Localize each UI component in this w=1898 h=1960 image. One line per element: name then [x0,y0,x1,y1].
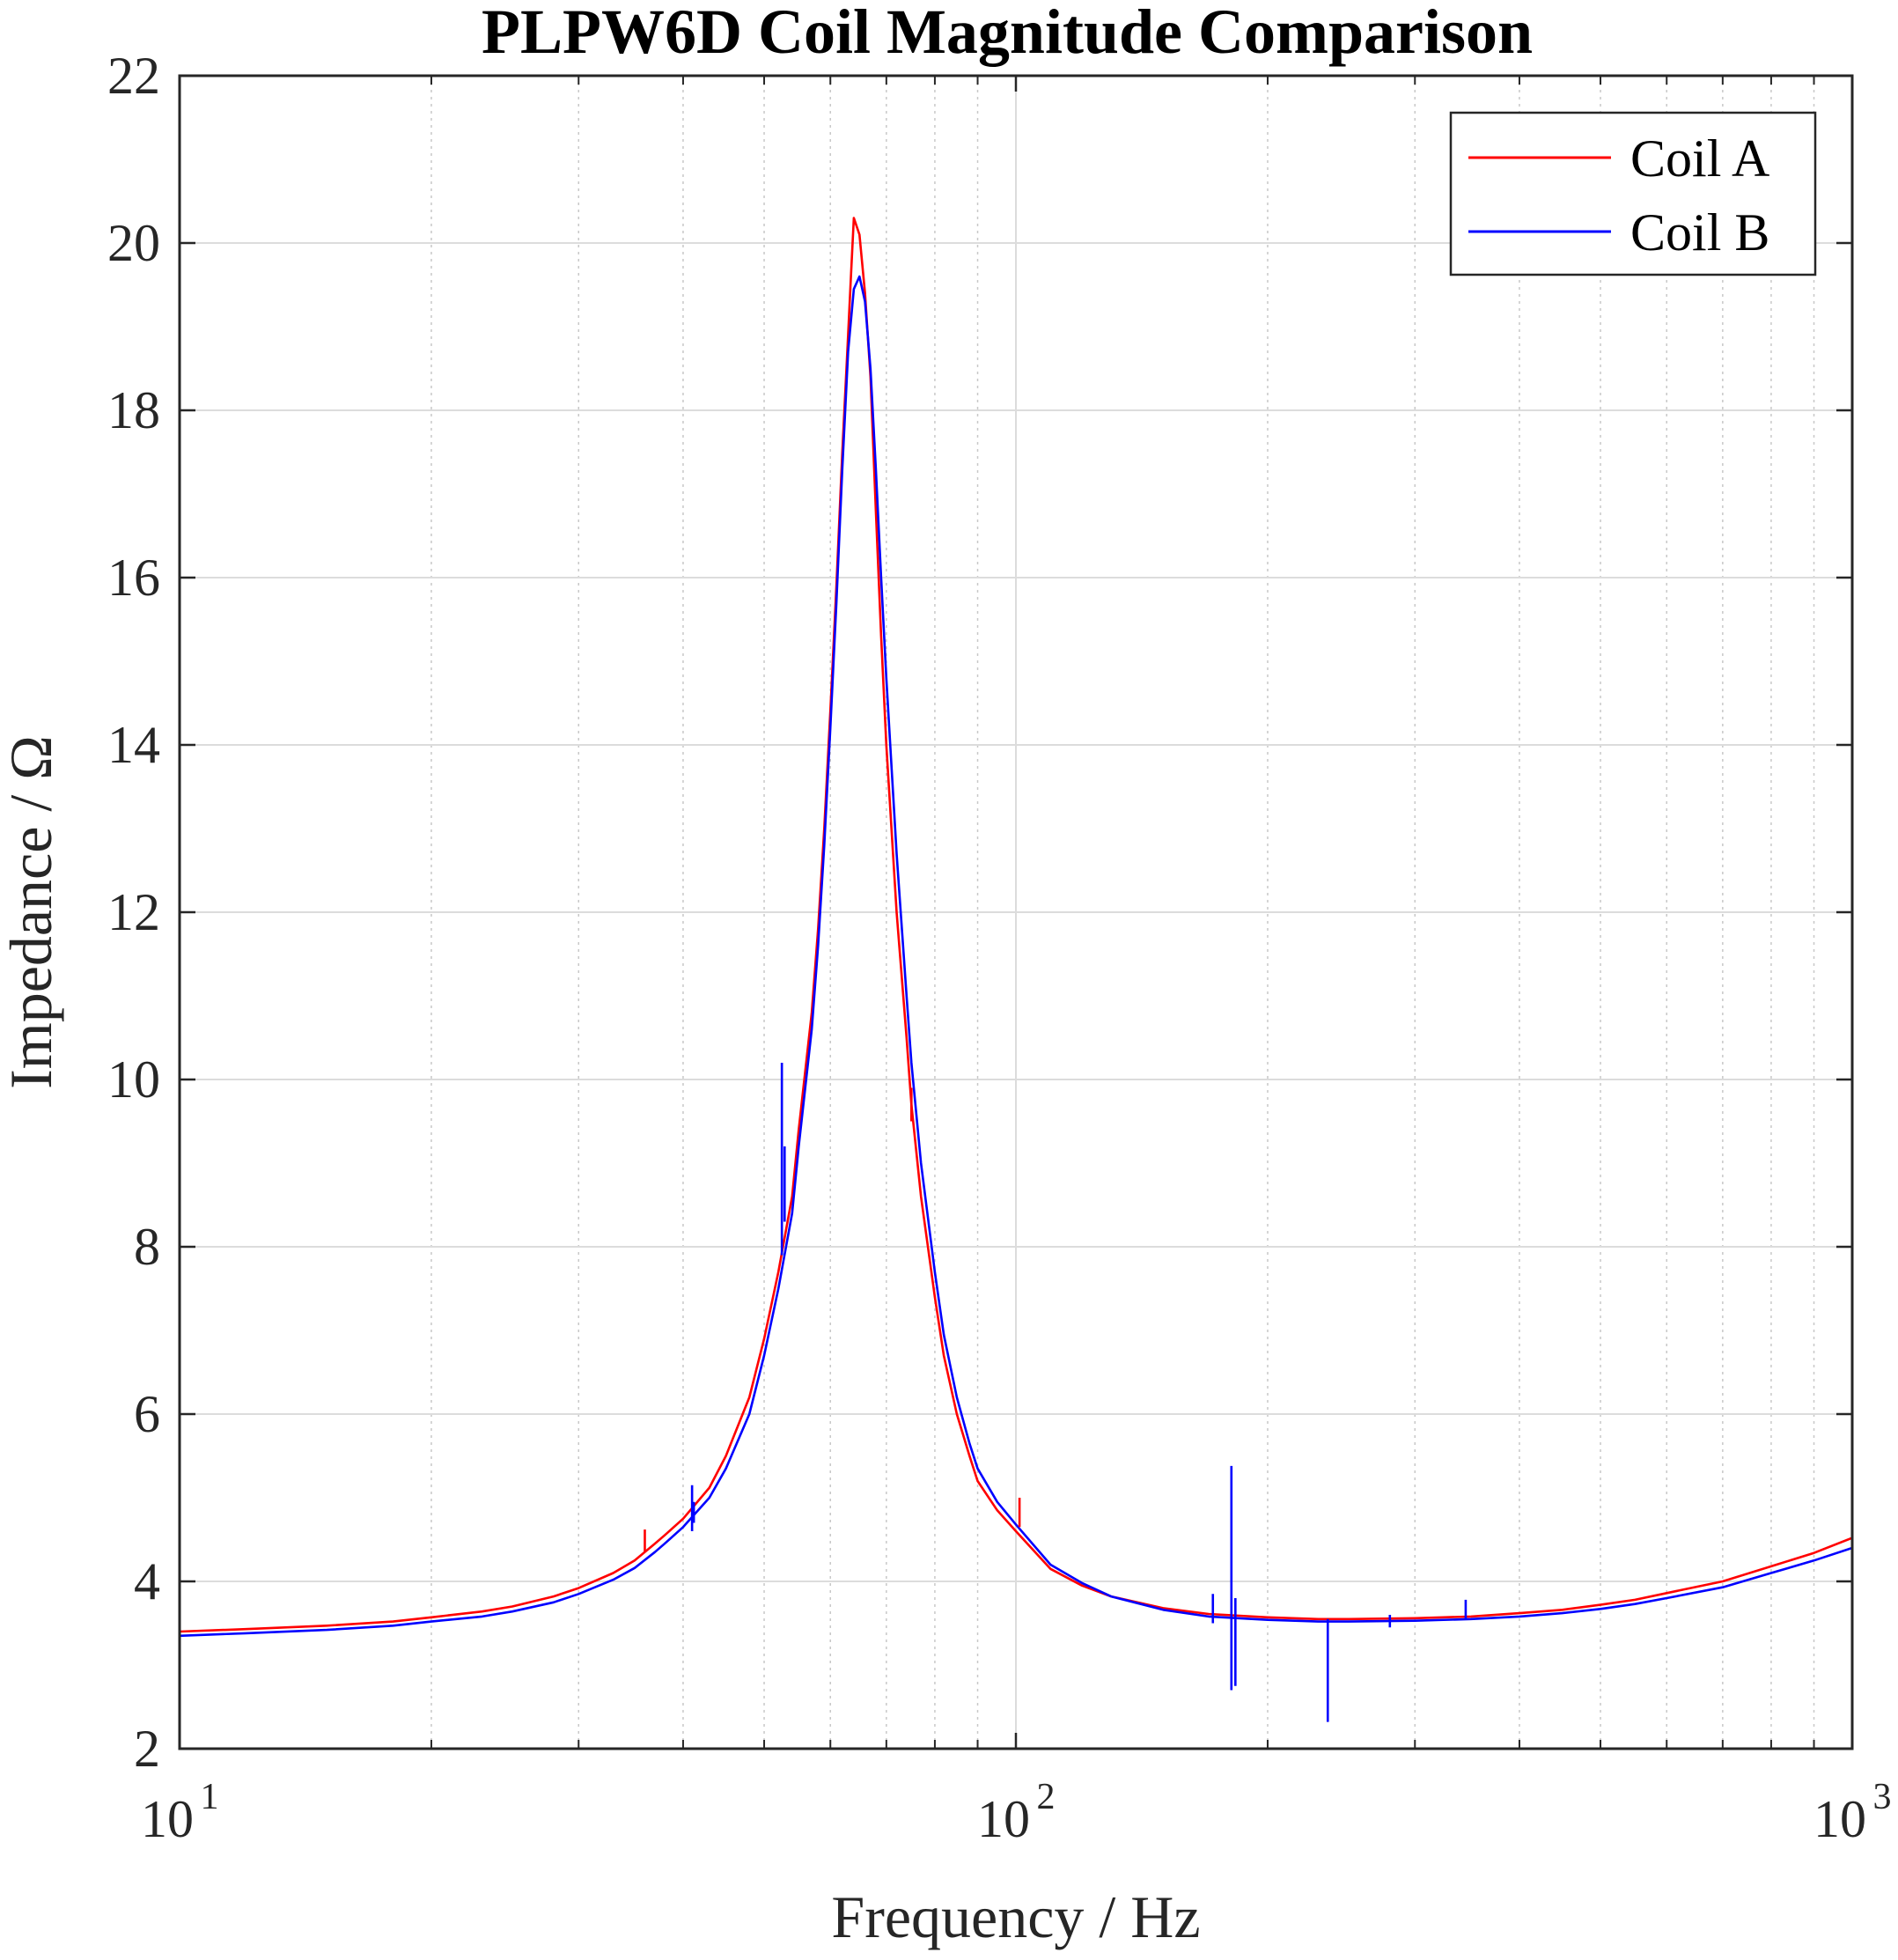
y-tick-label: 4 [134,1552,160,1610]
series-line-coil-a [180,217,1852,1633]
legend-box [1449,111,1817,276]
y-tick-label: 14 [107,716,160,774]
y-tick-label: 2 [134,1720,160,1778]
y-axis-label: Impedance / Ω [0,735,64,1089]
x-tick-label: 10 [1813,1790,1866,1848]
y-tick-label: 12 [107,883,160,941]
y-tick-label: 16 [107,549,160,607]
x-tick-exponent: 2 [1037,1777,1056,1817]
x-tick-exponent: 1 [201,1777,219,1817]
plot-area [180,217,1852,1722]
chart-title: PLPW6D Coil Magnitude Comparison [482,0,1533,67]
y-tick-label: 6 [134,1385,160,1443]
y-tick-label: 10 [107,1050,160,1109]
x-tick-label: 10 [141,1790,194,1848]
legend-label-coil-b: Coil B [1630,203,1769,262]
legend: Coil A Coil B [1449,111,1817,276]
y-tick-label: 22 [107,47,160,105]
x-tick-exponent: 3 [1873,1777,1892,1817]
series-line-coil-b [180,275,1852,1638]
y-tick-label: 18 [107,381,160,439]
y-tick-label: 8 [134,1218,160,1276]
x-tick-label: 10 [977,1790,1030,1848]
legend-label-coil-a: Coil A [1630,129,1769,188]
series-layer [180,217,1852,1722]
x-axis-label: Frequency / Hz [831,1883,1200,1950]
y-tick-label: 20 [107,214,160,272]
